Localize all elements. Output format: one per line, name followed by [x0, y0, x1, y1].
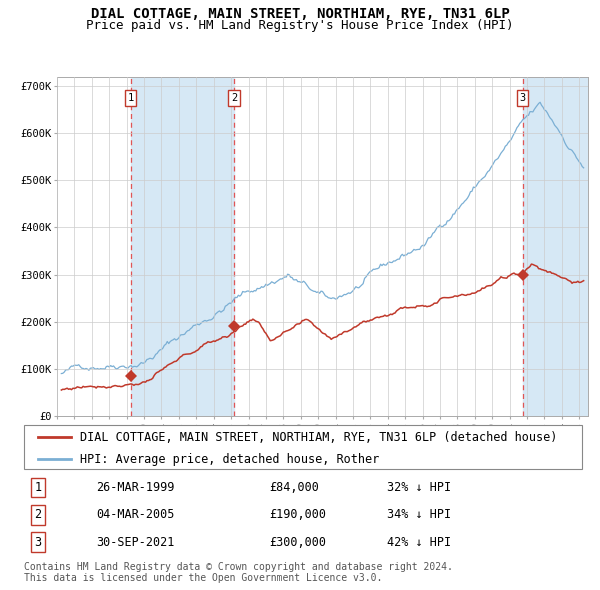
Text: Contains HM Land Registry data © Crown copyright and database right 2024.
This d: Contains HM Land Registry data © Crown c… — [24, 562, 453, 584]
Text: 3: 3 — [34, 536, 41, 549]
Text: DIAL COTTAGE, MAIN STREET, NORTHIAM, RYE, TN31 6LP (detached house): DIAL COTTAGE, MAIN STREET, NORTHIAM, RYE… — [80, 431, 557, 444]
Text: £84,000: £84,000 — [269, 481, 319, 494]
Text: 3: 3 — [520, 93, 526, 103]
Text: 30-SEP-2021: 30-SEP-2021 — [97, 536, 175, 549]
Text: HPI: Average price, detached house, Rother: HPI: Average price, detached house, Roth… — [80, 453, 379, 466]
Bar — [523, 77, 588, 416]
Text: 2: 2 — [231, 93, 237, 103]
Text: £190,000: £190,000 — [269, 508, 326, 522]
Text: 2: 2 — [34, 508, 41, 522]
Text: 42% ↓ HPI: 42% ↓ HPI — [387, 536, 451, 549]
Text: 04-MAR-2005: 04-MAR-2005 — [97, 508, 175, 522]
Text: 1: 1 — [34, 481, 41, 494]
Text: £300,000: £300,000 — [269, 536, 326, 549]
Text: 32% ↓ HPI: 32% ↓ HPI — [387, 481, 451, 494]
Text: DIAL COTTAGE, MAIN STREET, NORTHIAM, RYE, TN31 6LP: DIAL COTTAGE, MAIN STREET, NORTHIAM, RYE… — [91, 7, 509, 21]
Text: 1: 1 — [128, 93, 134, 103]
Text: Price paid vs. HM Land Registry's House Price Index (HPI): Price paid vs. HM Land Registry's House … — [86, 19, 514, 32]
Text: 34% ↓ HPI: 34% ↓ HPI — [387, 508, 451, 522]
Bar — [131, 77, 234, 416]
Text: 26-MAR-1999: 26-MAR-1999 — [97, 481, 175, 494]
